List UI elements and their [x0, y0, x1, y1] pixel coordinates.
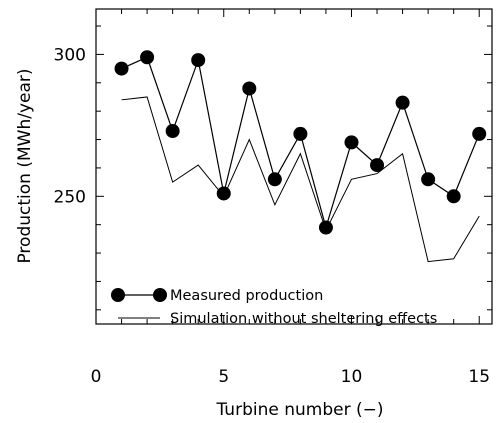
measured-point: [446, 189, 461, 204]
axis-ticks: [95, 9, 492, 324]
plot-frame: [95, 8, 493, 325]
legend-measured-marker: [111, 288, 125, 302]
legend-measured-marker: [153, 288, 167, 302]
measured-point: [140, 50, 155, 65]
y-tick-label: 250: [54, 187, 86, 207]
series-measured-line: [121, 56, 480, 230]
measured-point: [165, 124, 180, 139]
x-tick-label: 0: [91, 367, 102, 387]
series-simulation-line: [121, 96, 480, 263]
measured-point: [293, 126, 308, 141]
y-axis-title: Production (MWh/year): [15, 68, 35, 263]
x-axis-title: Turbine number (−): [216, 400, 384, 420]
y-tick-label: 300: [54, 45, 86, 65]
measured-point: [472, 126, 487, 141]
legend-measured-label: Measured production: [170, 288, 323, 304]
legend: Measured production Simulation without s…: [111, 288, 437, 327]
x-tick-label: 10: [341, 367, 363, 387]
x-tick-label: 5: [218, 367, 229, 387]
measured-point: [191, 53, 206, 68]
measured-point: [216, 186, 231, 201]
x-tick-label: 15: [468, 367, 490, 387]
measured-point: [421, 172, 436, 187]
series-layer: [114, 50, 487, 263]
measured-point: [344, 135, 359, 150]
measured-point: [370, 158, 385, 173]
measured-point: [318, 220, 333, 235]
legend-simulation-label: Simulation without sheltering effects: [170, 311, 437, 327]
measured-point: [242, 81, 257, 96]
tick-labels: 0 5 10 15 250 300: [54, 45, 490, 387]
measured-point: [114, 61, 129, 76]
measured-point: [395, 95, 410, 110]
measured-point: [267, 172, 282, 187]
